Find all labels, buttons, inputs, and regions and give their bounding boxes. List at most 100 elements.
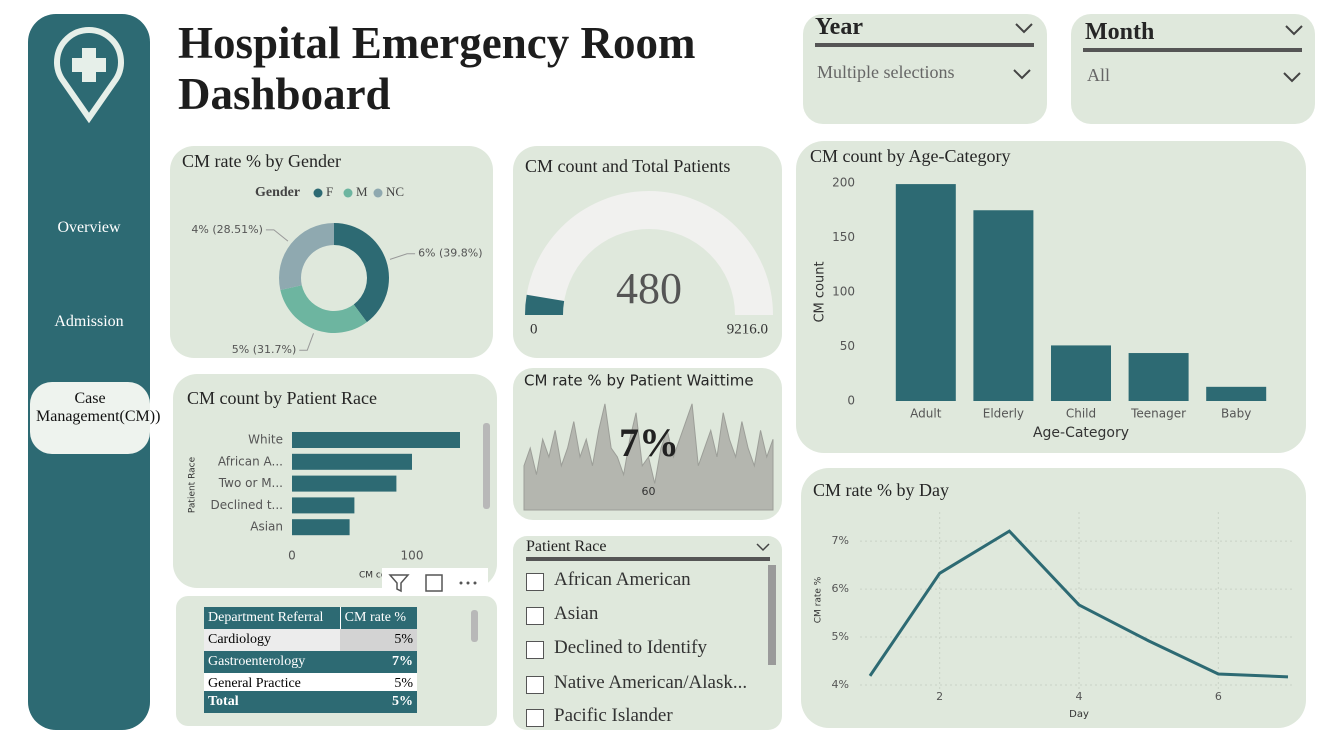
y-tick-label: White [248,433,283,447]
nav-item[interactable]: Admission [54,313,124,330]
checkbox[interactable] [526,607,544,625]
slicer-item[interactable]: Declined to Identify [554,637,708,658]
nav-item[interactable]: Overview [57,219,121,236]
y-tick-label: 4% [832,678,849,691]
scrollbar[interactable] [768,565,776,665]
x-tick-label: 6 [1215,690,1222,703]
x-tick-label: 2 [936,690,943,703]
slicer-item[interactable]: African American [554,569,691,590]
bar [895,184,956,401]
table-total: Total 5% [204,691,417,713]
bar [292,497,355,514]
header-cell[interactable]: CM rate % [344,610,407,625]
y-axis-label: CM rate % [814,576,824,623]
data-label: 5% (31.7%) [232,343,296,356]
y-tick-label: 50 [840,339,855,353]
chart-title: CM count by Age-Category [810,146,1010,166]
scrollbar[interactable] [483,423,490,509]
legend-label: NC [386,184,404,199]
y-tick-label: African A... [218,454,283,468]
data-label: 4% (28.51%) [191,223,262,236]
y-tick-label: Two or M... [218,476,283,490]
checkbox[interactable] [526,641,544,659]
table-row: Cardiology 5% [204,629,417,651]
y-tick-label: 7% [832,534,849,547]
legend-title: Gender [255,185,300,200]
slicer-value[interactable]: Multiple selections [817,62,955,82]
line [868,529,1289,679]
slicer-value[interactable]: All [1087,65,1111,85]
cell: 5% [394,676,413,691]
leader-line [299,333,314,351]
header-cell[interactable]: Department Referral [204,607,341,629]
x-tick-label: 4 [1076,690,1083,703]
x-axis-label: CM count [359,571,402,581]
x-tick-label: Teenager [1130,407,1186,421]
slicer-item[interactable]: Native American/Alask... [554,672,748,693]
y-tick-label: 6% [832,582,849,595]
x-axis-label: Age-Category [1033,425,1129,441]
slicer-title: Month [1085,19,1155,45]
cell: Total [208,694,239,709]
month-slicer[interactable] [1071,14,1315,124]
y-tick-label: 0 [847,394,855,408]
year-slicer[interactable] [803,14,1047,124]
checkbox[interactable] [526,676,544,694]
cell: Cardiology [204,629,341,651]
slicer-item[interactable]: Pacific Islander [554,705,673,726]
area [523,403,774,511]
table-row: Gastroenterology 7% [204,651,417,673]
panel [513,536,782,730]
x-axis-label: Day [1069,709,1089,720]
x-tick-label: Child [1066,407,1096,421]
x-tick-label: 100 [401,549,424,563]
y-tick-label: 100 [832,285,855,299]
x-tick-label: 60 [642,485,656,498]
bar [292,475,397,492]
logo [54,27,124,124]
nav-item[interactable]: Case Management(CM)) [36,390,161,425]
checkbox[interactable] [526,573,544,591]
gauge-track [525,191,773,315]
page-title: Hospital Emergency Room Dashboard [178,18,696,119]
chart-title: CM rate % by Day [813,480,949,500]
visual-toolbar[interactable] [382,568,488,596]
y-axis-label: Patient Race [188,456,198,513]
chevron[interactable] [756,543,770,552]
data-label: 6% (39.8%) [418,247,482,260]
table-wrap: Department Referral CM rate % Cardiology… [204,607,417,717]
y-tick-label: 200 [832,176,855,190]
x-tick-label: Adult [910,407,942,421]
chevron[interactable] [1283,25,1303,83]
legend-swatch [343,188,353,198]
slicer-item[interactable]: Asian [554,603,599,624]
panel [513,146,782,358]
x-tick-label: Elderly [983,407,1024,421]
y-tick-label: Declined t... [211,498,283,512]
cell: 5% [392,694,413,709]
cell: 7% [392,654,413,669]
bar [973,210,1034,401]
table-header: Department Referral CM rate % [204,607,417,629]
cell: General Practice [208,676,301,691]
gauge-value: 480 [616,264,682,313]
legend-swatch [373,188,383,198]
gauge-fill [525,294,565,315]
chevron[interactable] [1013,23,1033,80]
y-tick-label: 150 [832,230,855,244]
gauge-tick-label: 9216.0 [727,321,768,337]
checkbox[interactable] [526,709,544,727]
nav-active[interactable] [30,382,150,454]
slicer-title: Year [815,14,863,40]
bar [1128,353,1189,401]
scrollbar[interactable] [471,610,478,642]
bar [292,432,460,448]
chart-title: CM count by Patient Race [187,388,377,408]
x-tick-label: 0 [288,549,296,563]
bar [292,453,412,470]
legend-label: M [356,184,368,199]
y-axis-label: CM count [813,261,828,322]
donut-slice [334,223,389,323]
chart-title: CM rate % by Patient Waittime [524,372,754,390]
